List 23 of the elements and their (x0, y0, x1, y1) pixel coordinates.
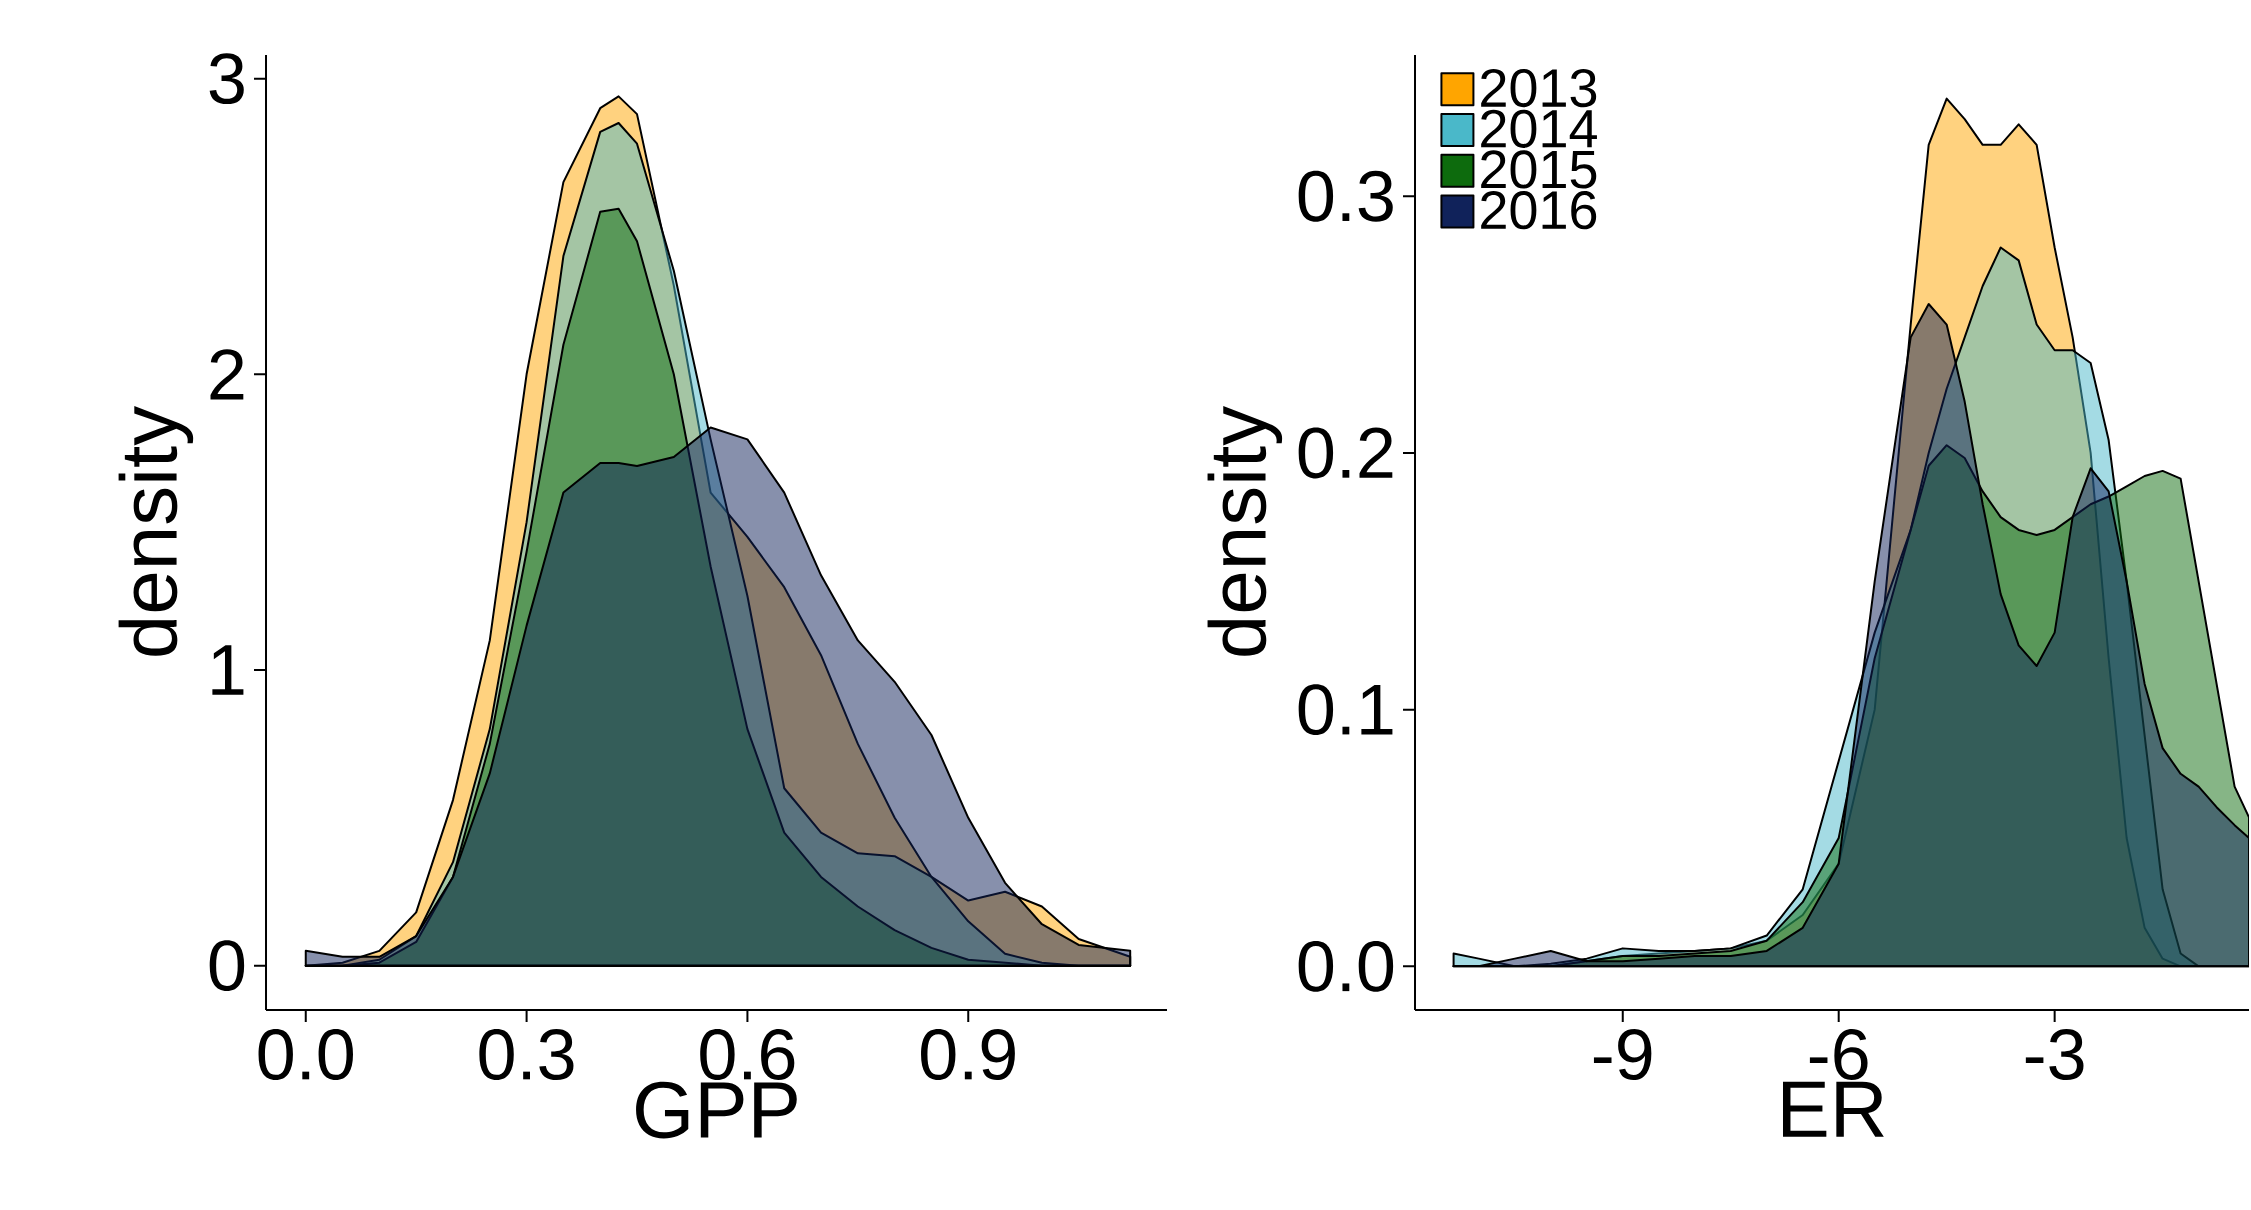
x-axis-title: GPP (636, 1081, 797, 1139)
y-tick-label: 1 (212, 645, 244, 695)
x-tick-label: -6 (1809, 1029, 1868, 1081)
legend-label: 2015 (1481, 150, 1597, 189)
legend-label: 2013 (1481, 68, 1597, 108)
y-axis-title: density (118, 405, 194, 656)
y-tick-label: 0.3 (1298, 170, 1393, 222)
y-tick-label: 0.0 (1298, 940, 1394, 992)
x-tick-label: -9 (1593, 1029, 1652, 1081)
legend-label: 2014 (1481, 109, 1597, 148)
y-tick-label: 0.1 (1298, 684, 1393, 736)
x-tick-label: 0.6 (700, 1029, 795, 1081)
x-axis-title: ER (1783, 1081, 1884, 1137)
x-tick-label: -3 (2025, 1029, 2084, 1081)
y-tick-label: 0 (209, 940, 245, 992)
legend-label: 2016 (1481, 191, 1597, 230)
y-tick-label: 2 (210, 349, 244, 400)
x-tick-label: 0.9 (921, 1029, 1015, 1081)
y-tick-label: 3 (209, 53, 244, 105)
x-tick-label: 0.3 (479, 1029, 574, 1081)
x-tick-label: 0.0 (258, 1029, 353, 1081)
y-axis-title: density (1207, 405, 1283, 656)
y-tick-label: 0.2 (1298, 427, 1393, 479)
